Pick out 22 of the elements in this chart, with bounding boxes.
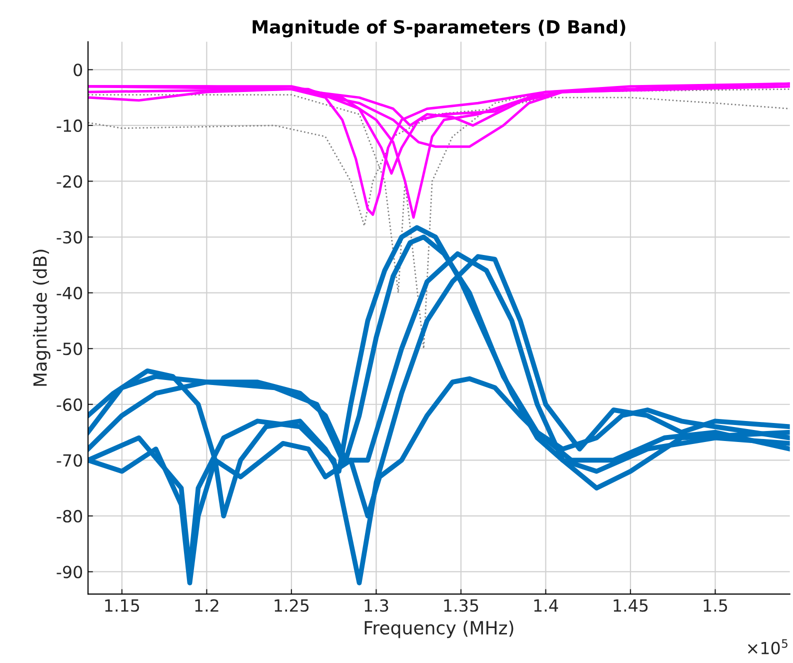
x-tick-label: 1.45 bbox=[614, 599, 648, 612]
chart-title: Magnitude of S-parameters (D Band) bbox=[252, 20, 626, 38]
x-tick-label: 1.15 bbox=[105, 599, 140, 612]
y-tick-label: -70 bbox=[56, 454, 82, 467]
x-tick-label: 1.3 bbox=[364, 599, 388, 612]
y-tick-label: -30 bbox=[56, 230, 82, 244]
y-tick-label: -20 bbox=[56, 175, 82, 188]
y-tick-label: -50 bbox=[56, 342, 82, 356]
y-tick-label: -90 bbox=[56, 566, 82, 578]
y-tick-label: -60 bbox=[56, 398, 82, 411]
y-axis-title: Magnitude (dB) bbox=[32, 250, 50, 386]
y-tick-label: -10 bbox=[56, 119, 82, 132]
x-tick-label: 1.5 bbox=[704, 599, 728, 612]
y-tick-label: -40 bbox=[56, 286, 82, 300]
x-tick-label: 1.35 bbox=[444, 599, 478, 612]
x-axis-title: Frequency (MHz) bbox=[364, 620, 514, 638]
y-tick-label: -80 bbox=[56, 510, 82, 523]
x-tick-label: 1.2 bbox=[195, 599, 218, 612]
text: ×10$^{5}$ bbox=[748, 639, 788, 654]
x-tick-label: 1.4 bbox=[534, 599, 558, 612]
y-tick-label: 0 bbox=[74, 64, 82, 76]
x-tick-label: 1.25 bbox=[274, 599, 309, 612]
